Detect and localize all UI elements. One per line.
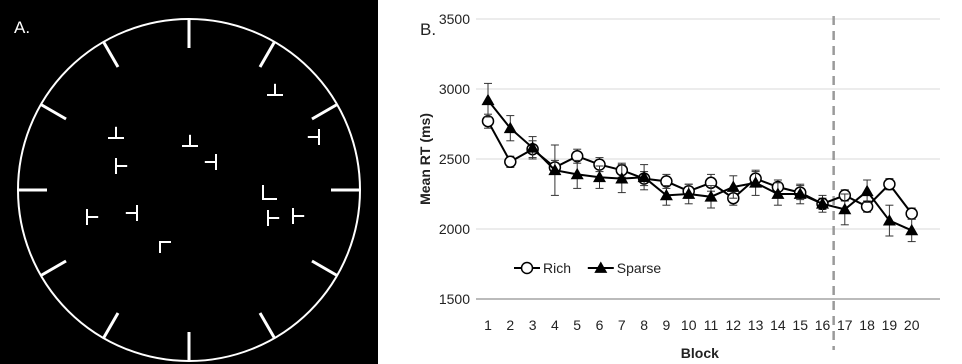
x-tick-label: 12: [726, 317, 742, 333]
y-tick-label: 1500: [439, 291, 470, 307]
clock-tick: [311, 103, 338, 121]
x-axis-label: Block: [681, 345, 719, 361]
x-tick-label: 17: [837, 317, 853, 333]
x-tick-label: 4: [551, 317, 559, 333]
legend: Rich Sparse: [514, 260, 661, 276]
data-point-sparse: [704, 190, 718, 202]
l-shape: [159, 241, 171, 253]
series-sparse: [481, 82, 919, 243]
data-point-sparse: [860, 184, 874, 197]
x-tick-label: 7: [618, 317, 626, 333]
y-tick-label: 2000: [439, 221, 470, 237]
x-tick-label: 10: [681, 317, 697, 333]
data-point-sparse: [749, 176, 763, 188]
clock-tick: [258, 312, 276, 339]
legend-item-sparse: Sparse: [587, 260, 662, 276]
y-tick-label: 2500: [439, 151, 470, 167]
data-point-sparse: [793, 187, 807, 199]
panel-b-label: B.: [420, 20, 436, 39]
x-tick-label: 14: [770, 317, 786, 333]
x-tick-label: 5: [573, 317, 581, 333]
legend-label-rich: Rich: [543, 260, 571, 276]
data-point-rich: [883, 177, 896, 191]
distractor-t-shape: [204, 154, 217, 170]
legend-label-sparse: Sparse: [617, 260, 662, 276]
x-tick-labels: 1 2 3 4 5 6 7 8 9 10 11 12 13 14 15 16 17 18 19 20: [484, 317, 920, 333]
y-tick-labels: 1500 2000 2500 3000 3500: [439, 11, 470, 307]
display-background: [0, 0, 378, 364]
data-point-sparse: [726, 180, 740, 192]
clock-tick: [40, 103, 67, 121]
x-tick-label: 20: [904, 317, 920, 333]
distractor-t-shape: [267, 83, 283, 96]
clock-tick: [258, 41, 276, 68]
data-point-sparse: [593, 170, 606, 183]
legend-item-rich: Rich: [514, 260, 571, 276]
y-tick-label: 3000: [439, 81, 470, 97]
distractor-t-shape: [108, 126, 124, 139]
clock-tick: [102, 312, 120, 339]
x-tick-label: 6: [596, 317, 604, 333]
panel-a-label: A.: [14, 18, 30, 37]
x-tick-label: 3: [529, 317, 537, 333]
distractor-t-shape: [125, 205, 138, 221]
data-point-sparse: [905, 223, 919, 236]
clock-tick: [40, 259, 67, 277]
distractor-t-shape: [115, 158, 128, 174]
legend-swatch-marker: [594, 261, 608, 273]
data-point-sparse: [503, 121, 517, 134]
data-point-sparse: [615, 172, 629, 184]
x-tick-label: 15: [792, 317, 808, 333]
distractor-t-shape: [292, 208, 305, 224]
y-axis-label: Mean RT (ms): [417, 113, 433, 205]
x-tick-label: 13: [748, 317, 764, 333]
clock-tick: [102, 41, 120, 68]
y-tick-label: 3500: [439, 11, 470, 27]
data-point-sparse: [682, 187, 696, 199]
gridlines: [476, 18, 940, 230]
x-tick-label: 19: [882, 317, 898, 333]
series-layer: [481, 82, 919, 243]
data-point-sparse: [548, 163, 562, 176]
data-point-sparse: [526, 141, 540, 153]
distractor-t-shape: [182, 134, 198, 147]
search-items: [86, 83, 320, 253]
distractor-t-shape: [267, 210, 280, 226]
legend-swatch-marker: [520, 261, 534, 275]
x-tick-label: 11: [704, 317, 719, 333]
l-shape: [262, 185, 277, 200]
clock-ticks: [18, 19, 360, 361]
data-point-sparse: [882, 214, 896, 226]
distractor-t-shape: [307, 129, 320, 145]
x-tick-label: 2: [506, 317, 514, 333]
x-tick-label: 16: [815, 317, 831, 333]
x-tick-label: 1: [484, 317, 492, 333]
distractor-t-shape: [86, 209, 99, 225]
data-point-sparse: [838, 202, 852, 215]
data-point-sparse: [570, 167, 584, 180]
data-point-sparse: [659, 188, 673, 201]
x-tick-label: 9: [663, 317, 671, 333]
x-tick-label: 18: [859, 317, 875, 333]
data-point-sparse: [481, 93, 495, 106]
data-point-sparse: [637, 170, 651, 183]
data-point-sparse: [771, 187, 785, 199]
data-point-rich: [905, 207, 918, 220]
search-display-panel: A.: [0, 0, 378, 364]
data-point-rich: [504, 155, 517, 169]
data-point-sparse: [816, 197, 829, 209]
clock-tick: [311, 259, 338, 277]
x-tick-label: 8: [640, 317, 648, 333]
